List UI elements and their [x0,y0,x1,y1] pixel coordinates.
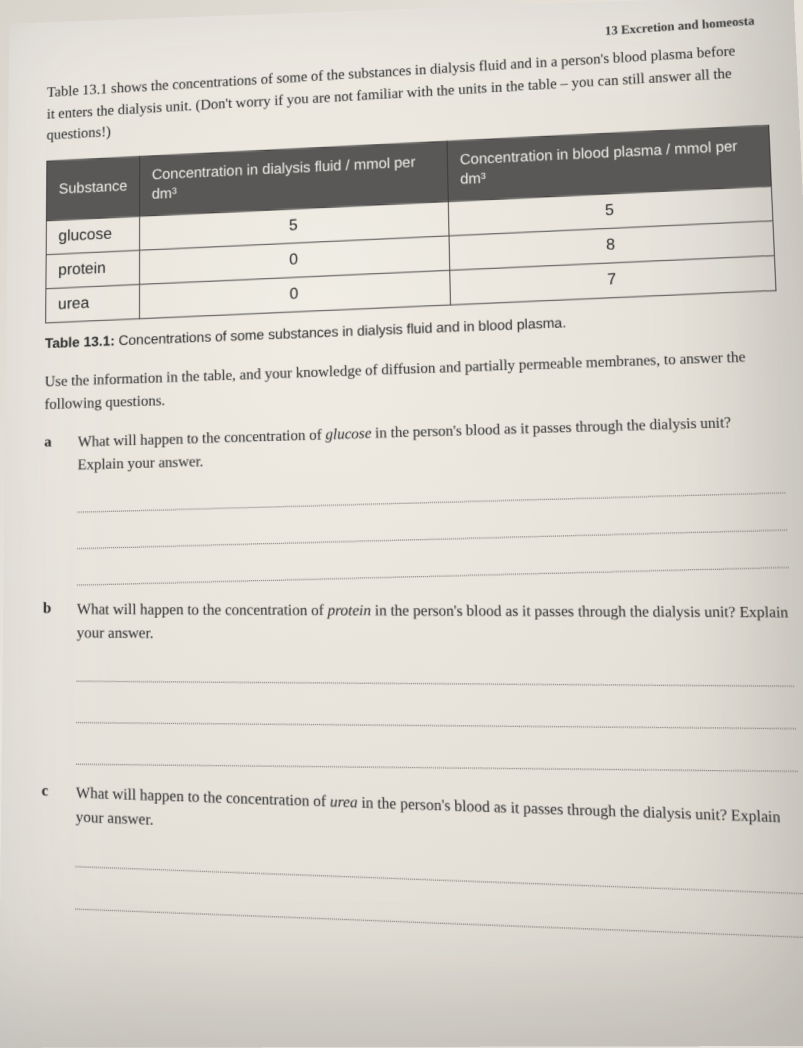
q-text-pre: What will happen to the concentration of [77,602,328,620]
question-a: a What will happen to the concentration … [43,410,789,600]
question-text: What will happen to the concentration of… [78,410,784,476]
question-c: c What will happen to the concentration … [41,781,803,958]
data-table: Substance Concentration in dialysis flui… [45,124,776,322]
answer-line [76,700,796,729]
answer-line [77,471,785,513]
question-body: What will happen to the concentration of… [75,782,803,958]
cell-substance: urea [46,284,140,322]
question-b: b What will happen to the concentration … [42,599,799,792]
question-text: What will happen to the concentration of… [76,782,802,855]
col-substance: Substance [46,156,139,220]
answer-line [75,844,803,894]
caption-text: Concentrations of some substances in dia… [115,314,567,348]
caption-label: Table 13.1: [45,333,115,352]
q-text-pre: What will happen to the concentration of [76,785,330,811]
textbook-page: 13 Excretion and homeosta Table 13.1 sho… [0,0,803,1048]
instruction-paragraph: Use the information in the table, and yo… [44,345,780,416]
answer-line [76,742,798,772]
answer-line [77,508,787,549]
cell-substance: glucose [46,215,139,253]
cell-substance: protein [46,249,140,287]
question-label: a [43,432,62,601]
question-text: What will happen to the concentration of… [77,599,793,649]
q-text-em: glucose [325,426,371,443]
question-body: What will happen to the concentration of… [77,410,790,600]
q-text-em: urea [330,794,358,812]
q-text-em: protein [327,603,371,620]
answer-line [75,886,803,938]
question-body: What will happen to the concentration of… [76,599,799,792]
question-label: b [42,599,61,784]
q-text-pre: What will happen to the concentration of [78,427,326,450]
answer-line [76,659,794,687]
answer-line [77,545,789,586]
question-label: c [41,781,60,928]
